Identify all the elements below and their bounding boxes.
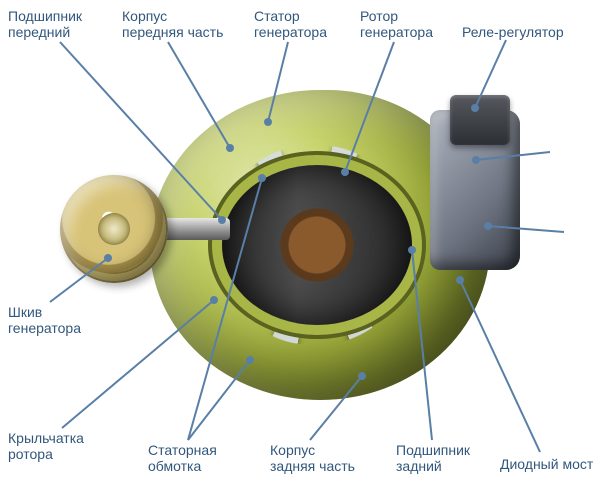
label-front-bearing: Подшипник передний bbox=[8, 8, 82, 40]
diagram-stage: Подшипник передний Корпус передняя часть… bbox=[0, 0, 602, 501]
rotor-cutaway bbox=[222, 165, 412, 325]
label-stator: Статор генератора bbox=[254, 8, 327, 40]
voltage-regulator bbox=[450, 95, 510, 145]
label-housing-rear: Корпус задняя часть bbox=[270, 442, 355, 474]
label-housing-front: Корпус передняя часть bbox=[122, 8, 223, 40]
pulley bbox=[60, 175, 168, 283]
label-diode-bridge: Диодный мост bbox=[500, 456, 593, 472]
label-rotor: Ротор генератора bbox=[360, 8, 433, 40]
label-rear-bearing: Подшипник задний bbox=[396, 442, 470, 474]
label-rotor-fan: Крыльчатка ротора bbox=[8, 430, 84, 462]
label-stator-winding: Статорная обмотка bbox=[148, 442, 217, 474]
label-pulley: Шкив генератора bbox=[8, 304, 81, 336]
label-regulator: Реле-регулятор bbox=[462, 24, 564, 40]
